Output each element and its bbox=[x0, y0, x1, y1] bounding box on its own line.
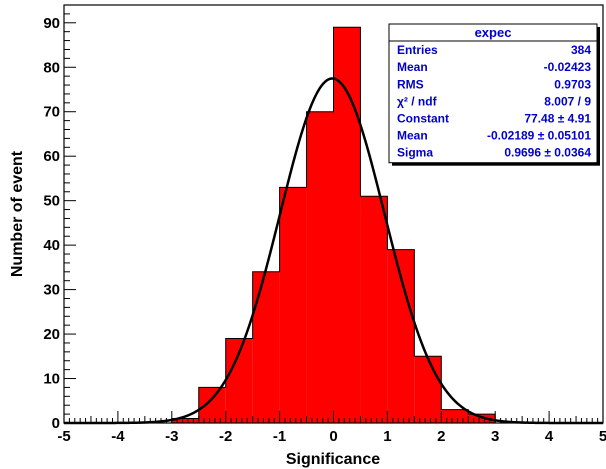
y-tick-label-4: 40 bbox=[43, 237, 60, 254]
stats-row-label-4: Constant bbox=[397, 112, 449, 126]
x-axis-title: Significance bbox=[286, 451, 380, 468]
stats-row-value-1: -0.02423 bbox=[544, 60, 592, 74]
y-tick-label-6: 60 bbox=[43, 148, 60, 165]
histogram-bar-1 bbox=[198, 387, 226, 423]
x-tick-label-10: 5 bbox=[599, 428, 606, 445]
y-tick-label-2: 20 bbox=[43, 326, 60, 343]
histogram-bar-6 bbox=[333, 27, 361, 424]
stats-row-value-4: 77.48 ± 4.91 bbox=[524, 112, 591, 126]
y-axis-title: Number of event bbox=[9, 150, 26, 277]
histogram-bar-4 bbox=[279, 187, 307, 423]
x-tick-label-2: -3 bbox=[165, 428, 178, 445]
stats-row-value-0: 384 bbox=[571, 43, 591, 57]
x-tick-label-6: 1 bbox=[383, 428, 391, 445]
y-tick-label-8: 80 bbox=[43, 59, 60, 76]
histogram-bar-10 bbox=[441, 409, 469, 423]
stats-row-label-3: χ² / ndf bbox=[397, 94, 438, 108]
fit-curve-layer bbox=[64, 77, 603, 425]
x-tick-label-3: -2 bbox=[219, 428, 232, 445]
x-tick-label-9: 4 bbox=[545, 428, 554, 445]
x-tick-label-0: -5 bbox=[57, 428, 70, 445]
stats-row-value-6: 0.9696 ± 0.0364 bbox=[504, 146, 591, 160]
x-tick-label-5: 0 bbox=[329, 428, 337, 445]
gaussian-fit-curve bbox=[64, 77, 603, 425]
histogram-bar-7 bbox=[360, 196, 388, 423]
stats-row-label-2: RMS bbox=[397, 77, 424, 91]
y-tick-label-7: 70 bbox=[43, 104, 60, 121]
stats-row-value-2: 0.9703 bbox=[554, 77, 591, 91]
stats-row-label-1: Mean bbox=[397, 60, 428, 74]
stats-row-value-3: 8.007 / 9 bbox=[544, 94, 591, 108]
y-tick-label-5: 50 bbox=[43, 193, 60, 210]
x-tick-label-8: 3 bbox=[491, 428, 499, 445]
histogram-bar-0 bbox=[171, 418, 199, 423]
stats-row-label-6: Sigma bbox=[397, 146, 433, 160]
y-tick-label-1: 10 bbox=[43, 371, 60, 388]
histogram-bar-11 bbox=[468, 414, 496, 423]
y-tick-label-3: 30 bbox=[43, 282, 60, 299]
x-tick-label-4: -1 bbox=[273, 428, 286, 445]
stats-row-label-0: Entries bbox=[397, 43, 438, 57]
x-tick-label-7: 2 bbox=[437, 428, 445, 445]
y-tick-label-9: 90 bbox=[43, 15, 60, 32]
stats-box-frame bbox=[388, 23, 598, 164]
y-tick-label-0: 0 bbox=[52, 415, 60, 432]
histogram-bar-3 bbox=[252, 271, 280, 423]
stats-box-title: expec bbox=[475, 25, 512, 40]
histogram-bar-5 bbox=[306, 111, 334, 424]
stats-row-value-5: -0.02189 ± 0.05101 bbox=[487, 129, 591, 143]
histogram-bar-9 bbox=[414, 356, 442, 423]
stats-row-label-5: Mean bbox=[397, 129, 428, 143]
x-tick-label-1: -4 bbox=[111, 428, 125, 445]
stats-box: expec Entries 384 Mean -0.02423 RMS 0.9703 χ² /… bbox=[388, 23, 600, 166]
axis-ticks-layer bbox=[63, 4, 604, 424]
axis-labels-layer: -5 -4 -3 -2 -1 0 1 2 3 4 50102030405060708090Signi… bbox=[9, 15, 606, 468]
